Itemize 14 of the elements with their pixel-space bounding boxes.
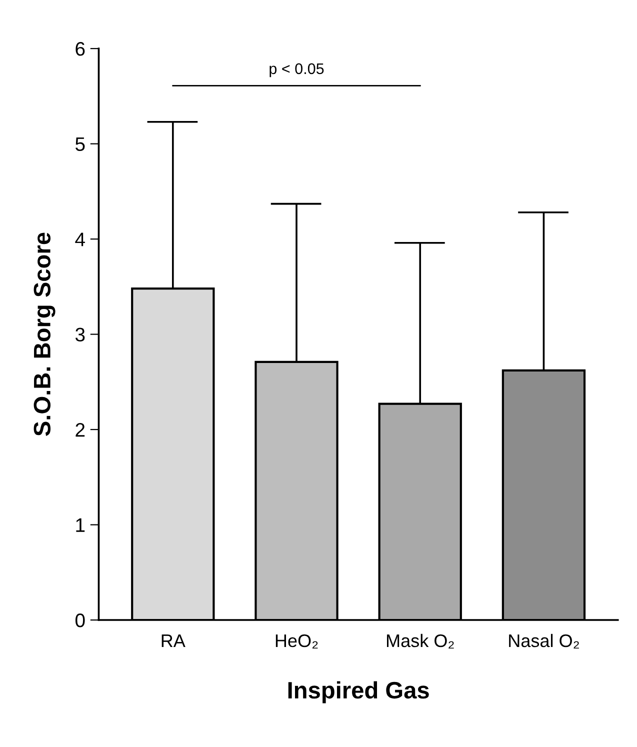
x-tick-label: Nasal O₂ xyxy=(509,634,579,649)
y-tick-label: 3 xyxy=(75,328,85,342)
y-tick-label: 1 xyxy=(76,518,85,532)
y-tick-label: 2 xyxy=(76,422,85,437)
y-axis-title: S.O.B. Borg Score xyxy=(34,232,56,436)
x-tick-label: Mask O₂ xyxy=(386,634,454,649)
annotation: p < 0.05 xyxy=(270,63,324,78)
x-tick-label: RA xyxy=(162,634,186,647)
y-tick-label: 6 xyxy=(76,42,85,56)
y-tick-label: 5 xyxy=(76,137,85,152)
x-tick-label: HeO₂ xyxy=(276,634,318,649)
y-tick-label: 0 xyxy=(75,613,85,628)
y-tick-label: 4 xyxy=(75,232,85,246)
x-axis-title: Inspired Gas xyxy=(288,681,429,704)
